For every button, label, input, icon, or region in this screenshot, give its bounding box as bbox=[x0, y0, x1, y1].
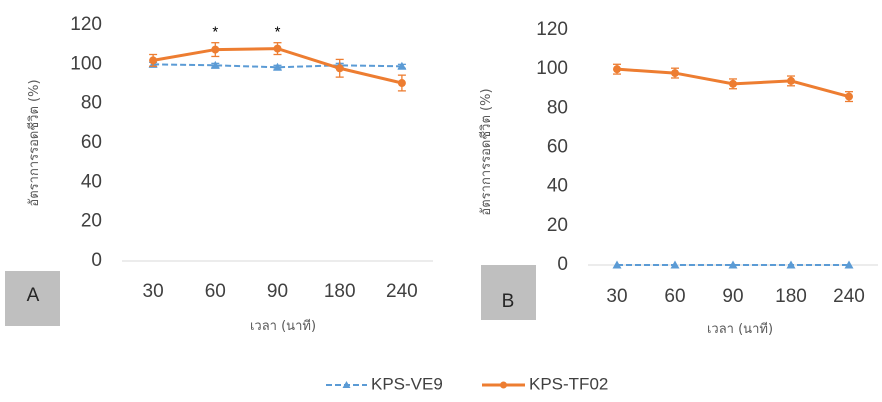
data-point-kps-ve9 bbox=[397, 61, 407, 70]
y-tick-label-a: 80 bbox=[81, 93, 102, 114]
x-tick-label-b: 90 bbox=[722, 286, 743, 307]
data-point-kps-tf02 bbox=[845, 92, 853, 101]
data-point-kps-ve9 bbox=[844, 260, 854, 269]
series-line-kps-ve9-a bbox=[153, 63, 402, 69]
data-point-kps-tf02 bbox=[787, 76, 795, 85]
data-point-kps-tf02 bbox=[397, 79, 406, 88]
data-point-kps-tf02 bbox=[613, 65, 621, 74]
panel-b-chart: อัตราการรอดชีวิต (%) เวลา (นาที) B 0 20 40… bbox=[478, 19, 878, 337]
legend-item-kps-ve9: KPS-VE9 bbox=[326, 374, 443, 393]
panel-label-box-b bbox=[481, 265, 536, 320]
legend: KPS-VE9 KPS-TF02 bbox=[326, 374, 608, 393]
y-tick-label-a: 40 bbox=[81, 171, 102, 192]
data-point-kps-tf02 bbox=[149, 56, 158, 65]
data-point-kps-ve9 bbox=[786, 260, 796, 269]
panel-label-b: B bbox=[502, 291, 515, 312]
y-axis-title-b: อัตราการรอดชีวิต (%) bbox=[478, 88, 494, 215]
data-point-kps-tf02 bbox=[273, 44, 282, 53]
legend-marker-kps-ve9 bbox=[342, 381, 351, 388]
x-tick-label-a: 180 bbox=[324, 281, 356, 302]
legend-label-kps-ve9: KPS-VE9 bbox=[371, 374, 443, 393]
panel-a-chart: อัตราการรอดชีวิต (%) เวลา (นาที) A 0 20 40… bbox=[5, 14, 433, 334]
data-point-kps-ve9 bbox=[210, 60, 220, 69]
y-tick-label-a: 60 bbox=[81, 132, 102, 153]
y-axis-title-a: อัตราการรอดชีวิต (%) bbox=[26, 79, 42, 206]
significance-marker: * bbox=[275, 24, 281, 41]
y-tick-label-a: 0 bbox=[91, 250, 102, 271]
legend-marker-kps-tf02 bbox=[500, 381, 507, 389]
y-tick-label-b: 20 bbox=[547, 215, 568, 236]
y-tick-label-b: 0 bbox=[557, 254, 568, 275]
data-point-kps-tf02 bbox=[211, 45, 220, 54]
x-tick-label-a: 90 bbox=[267, 281, 288, 302]
data-point-kps-ve9 bbox=[728, 260, 738, 269]
panel-label-a: A bbox=[27, 285, 40, 306]
panel-label-box-a bbox=[5, 271, 60, 326]
legend-label-kps-tf02: KPS-TF02 bbox=[529, 374, 608, 393]
y-tick-label-a: 20 bbox=[81, 211, 102, 232]
y-tick-label-a: 120 bbox=[70, 14, 102, 35]
x-axis-title-a: เวลา (นาที) bbox=[250, 318, 316, 334]
data-point-kps-tf02 bbox=[729, 79, 737, 88]
data-point-kps-ve9 bbox=[612, 260, 622, 269]
legend-item-kps-tf02: KPS-TF02 bbox=[482, 374, 608, 393]
y-tick-label-b: 60 bbox=[547, 137, 568, 158]
x-tick-label-b: 180 bbox=[775, 286, 807, 307]
y-tick-label-b: 80 bbox=[547, 97, 568, 118]
x-tick-label-b: 30 bbox=[606, 286, 627, 307]
data-point-kps-tf02 bbox=[671, 69, 679, 78]
y-tick-label-b: 40 bbox=[547, 176, 568, 197]
data-point-kps-ve9 bbox=[670, 260, 680, 269]
data-point-kps-ve9 bbox=[273, 62, 282, 71]
y-tick-label-b: 120 bbox=[536, 19, 568, 40]
x-tick-label-a: 240 bbox=[386, 281, 418, 302]
significance-marker: * bbox=[212, 24, 218, 41]
y-tick-label-b: 100 bbox=[536, 58, 568, 79]
x-tick-label-a: 60 bbox=[205, 281, 226, 302]
y-tick-label-a: 100 bbox=[70, 53, 102, 74]
x-tick-label-a: 30 bbox=[143, 281, 164, 302]
x-tick-label-b: 60 bbox=[664, 286, 685, 307]
x-axis-title-b: เวลา (นาที) bbox=[707, 321, 773, 337]
x-tick-label-b: 240 bbox=[833, 286, 865, 307]
data-point-kps-tf02 bbox=[335, 64, 344, 73]
